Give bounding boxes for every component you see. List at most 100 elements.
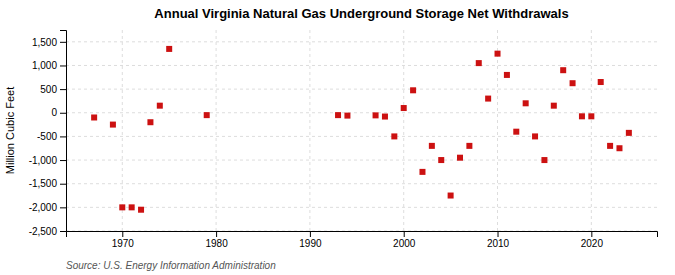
point: [598, 79, 604, 85]
tick: 2010: [487, 231, 510, 249]
point: [495, 51, 501, 57]
tick: -2,500: [29, 226, 66, 237]
title: Annual Virginia Natural Gas Underground …: [154, 6, 568, 21]
point: [429, 143, 435, 149]
grid-line: [66, 136, 657, 137]
grid-line: [66, 89, 657, 90]
grid-line: [66, 160, 657, 161]
tick-mark: [310, 231, 311, 237]
axis-line: [60, 31, 67, 232]
grid-line: [66, 41, 657, 42]
tick: -1,000: [29, 155, 66, 166]
axis-line: [67, 232, 658, 238]
point: [119, 204, 125, 210]
tick-label: -1,000: [29, 155, 58, 166]
tick: 1,500: [32, 37, 66, 48]
tick-mark: [216, 231, 217, 237]
point: [166, 46, 172, 52]
grid-line: [309, 30, 310, 231]
tick-mark: [60, 160, 66, 161]
tick-label: -2,500: [29, 226, 58, 237]
tick-label: 0: [51, 107, 57, 118]
tick-label: 1,000: [32, 60, 57, 71]
point: [438, 157, 444, 163]
tick-label: -500: [37, 131, 57, 142]
tick-mark: [498, 231, 499, 237]
tick-label: 500: [40, 84, 57, 95]
point: [344, 113, 350, 119]
point: [626, 130, 632, 136]
point: [570, 80, 576, 86]
y-axis-label: Million Cubic Feet: [4, 87, 16, 174]
tick-mark: [60, 184, 66, 185]
tick: 2000: [393, 231, 416, 249]
tick-mark: [60, 207, 66, 208]
tick-label: 1980: [205, 238, 228, 249]
chart: 1970 1980 1990 2000 2010 2020 -2,500 -2,000 -1,5…: [0, 0, 675, 275]
point: [457, 155, 463, 161]
point: [523, 100, 529, 106]
point: [504, 72, 510, 78]
tick: 500: [40, 84, 66, 95]
grid-line: [497, 30, 498, 231]
tick-label: 1970: [112, 238, 135, 249]
point: [485, 96, 491, 102]
tick: 2020: [581, 231, 604, 249]
tick: -2,000: [29, 202, 66, 213]
grid-line: [66, 112, 657, 113]
point: [541, 157, 547, 163]
point: [551, 103, 557, 109]
point: [204, 112, 210, 118]
point: [466, 143, 472, 149]
tick-label: 2000: [393, 238, 416, 249]
tick-label: -1,500: [29, 178, 58, 189]
tick-mark: [60, 113, 66, 114]
point: [138, 207, 144, 213]
point: [532, 133, 538, 139]
tick-label: 2010: [487, 238, 510, 249]
tick: 0: [51, 107, 66, 118]
tick: -1,500: [29, 178, 66, 189]
point: [335, 112, 341, 118]
point: [616, 145, 622, 151]
point: [410, 87, 416, 93]
point: [588, 113, 594, 119]
grid: [66, 30, 657, 231]
point: [513, 129, 519, 135]
tick: -500: [37, 131, 66, 142]
tick-label: -2,000: [29, 202, 58, 213]
tick-mark: [60, 65, 66, 66]
point: [391, 133, 397, 139]
point: [476, 60, 482, 66]
source: Source: U.S. Energy Information Administ…: [66, 260, 276, 271]
points: [91, 46, 632, 213]
grid-line: [66, 207, 657, 208]
tick-mark: [60, 231, 66, 232]
tick-mark: [591, 231, 592, 237]
grid-line: [216, 30, 217, 231]
tick-mark: [60, 136, 66, 137]
point: [147, 119, 153, 125]
grid-line: [403, 30, 404, 231]
point: [129, 204, 135, 210]
tick: 1,000: [32, 60, 66, 71]
point: [607, 143, 613, 149]
point: [419, 169, 425, 175]
point: [448, 193, 454, 199]
tick-label: 1,500: [32, 37, 57, 48]
point: [373, 112, 379, 118]
point: [91, 114, 97, 120]
point: [110, 122, 116, 128]
tick-label: 1990: [299, 238, 322, 249]
grid-line: [122, 30, 123, 231]
point: [579, 113, 585, 119]
point: [382, 114, 388, 120]
tick-mark: [122, 231, 123, 237]
point: [157, 103, 163, 109]
tick-mark: [404, 231, 405, 237]
x-axis: 1970 1980 1990 2000 2010 2020: [67, 231, 658, 249]
grid-line: [66, 65, 657, 66]
plot: 1970 1980 1990 2000 2010 2020 -2,500 -2,000 -1,5…: [29, 30, 658, 249]
tick: 1970: [112, 231, 135, 249]
grid-line: [66, 183, 657, 184]
